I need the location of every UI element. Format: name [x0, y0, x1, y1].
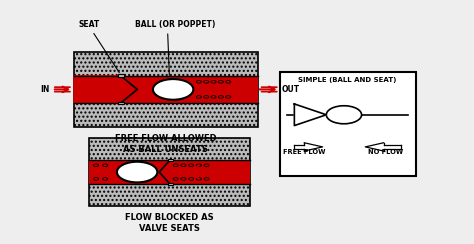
Bar	[280, 72, 416, 176]
Circle shape	[181, 178, 186, 180]
Circle shape	[211, 81, 216, 83]
Circle shape	[93, 178, 99, 180]
Circle shape	[173, 178, 178, 180]
Bar	[168, 183, 173, 185]
Text: NO FLOW: NO FLOW	[368, 149, 403, 155]
Text: SEAT: SEAT	[78, 20, 99, 29]
Text: FREE FLOW ALLOWED
AS BALL UNSEATS: FREE FLOW ALLOWED AS BALL UNSEATS	[115, 134, 217, 154]
Bar	[74, 76, 258, 103]
Circle shape	[189, 164, 194, 167]
Polygon shape	[294, 104, 326, 126]
Bar	[89, 160, 250, 184]
Circle shape	[181, 164, 186, 167]
Circle shape	[196, 164, 201, 167]
Circle shape	[93, 164, 99, 167]
Circle shape	[226, 96, 231, 98]
Circle shape	[219, 81, 223, 83]
Bar	[118, 74, 124, 77]
Circle shape	[102, 178, 108, 180]
Circle shape	[189, 178, 194, 180]
Circle shape	[204, 164, 209, 167]
Circle shape	[226, 81, 231, 83]
Circle shape	[204, 178, 209, 180]
Circle shape	[204, 81, 209, 83]
Text: SIMPLE (BALL AND SEAT): SIMPLE (BALL AND SEAT)	[299, 77, 397, 83]
Polygon shape	[74, 76, 137, 103]
Circle shape	[173, 164, 178, 167]
Circle shape	[196, 96, 201, 98]
Bar	[89, 138, 250, 206]
Circle shape	[211, 96, 216, 98]
Text: FLOW BLOCKED AS
VALVE SEATS: FLOW BLOCKED AS VALVE SEATS	[125, 214, 214, 233]
Circle shape	[196, 178, 201, 180]
Bar	[118, 102, 124, 104]
Circle shape	[326, 106, 362, 124]
Text: BALL (OR POPPET): BALL (OR POPPET)	[135, 20, 215, 29]
Circle shape	[153, 79, 193, 100]
Circle shape	[204, 96, 209, 98]
Polygon shape	[157, 160, 170, 184]
Bar	[168, 159, 173, 161]
Text: OUT: OUT	[282, 85, 300, 94]
Circle shape	[102, 164, 108, 167]
Text: FREE FLOW: FREE FLOW	[283, 149, 325, 155]
Text: IN: IN	[41, 85, 50, 94]
Circle shape	[196, 81, 201, 83]
Bar	[74, 52, 258, 127]
Circle shape	[219, 96, 223, 98]
Circle shape	[117, 162, 157, 183]
